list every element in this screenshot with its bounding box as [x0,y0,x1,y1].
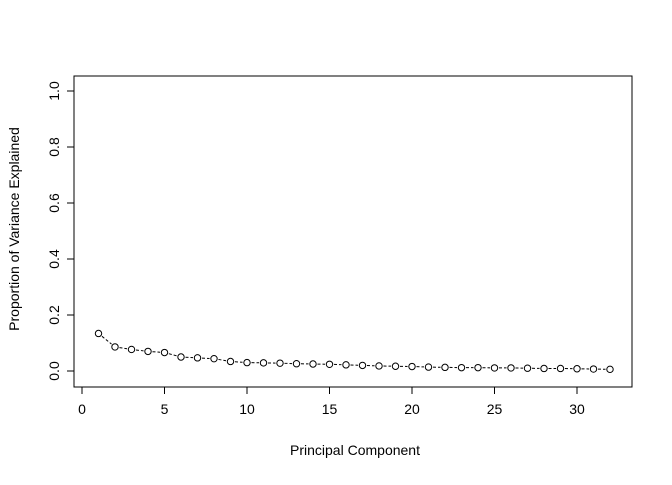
data-point [409,363,415,369]
connector-segment [235,362,243,363]
x-axis: 0 5 10 15 20 25 30 [78,387,585,417]
x-tick-label: 25 [487,401,503,417]
y-axis: 0.0 0.2 0.4 0.6 0.8 1.0 [46,81,74,381]
data-point [112,344,118,350]
connector-segment [152,352,160,353]
connector-segment [119,348,127,349]
x-tick-label: 20 [404,401,420,417]
x-tick-label: 30 [569,401,585,417]
x-axis-label: Principal Component [290,442,420,458]
data-point [442,364,448,370]
y-tick-label: 0.8 [46,137,62,157]
data-point [574,366,580,372]
data-points [95,330,613,372]
data-point [475,364,481,370]
data-point [227,358,233,364]
data-point [376,363,382,369]
data-point [508,365,514,371]
data-point [260,360,266,366]
data-point [541,365,547,371]
data-point [425,364,431,370]
connector-segment [136,350,144,351]
connector-segment [218,359,226,360]
data-point [524,365,530,371]
data-point [310,361,316,367]
y-tick-label: 0.0 [46,361,62,381]
data-point [491,365,497,371]
data-point [178,354,184,360]
connector-segment [169,354,177,356]
data-point [95,330,101,336]
data-point [557,365,563,371]
data-point [244,359,250,365]
data-point [211,355,217,361]
data-point [128,346,134,352]
plot-frame [74,76,632,387]
connector-segment [102,336,112,344]
y-tick-label: 0.6 [46,193,62,213]
y-tick-label: 0.4 [46,249,62,269]
data-point [359,362,365,368]
data-point [277,360,283,366]
x-tick-label: 0 [78,401,86,417]
x-tick-label: 10 [239,401,255,417]
data-point [161,349,167,355]
x-tick-label: 15 [322,401,338,417]
data-point [458,364,464,370]
y-tick-label: 1.0 [46,81,62,101]
connector-lines [102,336,606,369]
y-axis-label: Proportion of Variance Explained [6,127,22,331]
data-point [293,361,299,367]
y-tick-label: 0.2 [46,305,62,325]
data-point [326,361,332,367]
data-point [392,363,398,369]
data-point [343,362,349,368]
data-point [145,348,151,354]
data-point [607,366,613,372]
data-point [194,355,200,361]
data-point [590,366,596,372]
x-tick-label: 5 [161,401,169,417]
